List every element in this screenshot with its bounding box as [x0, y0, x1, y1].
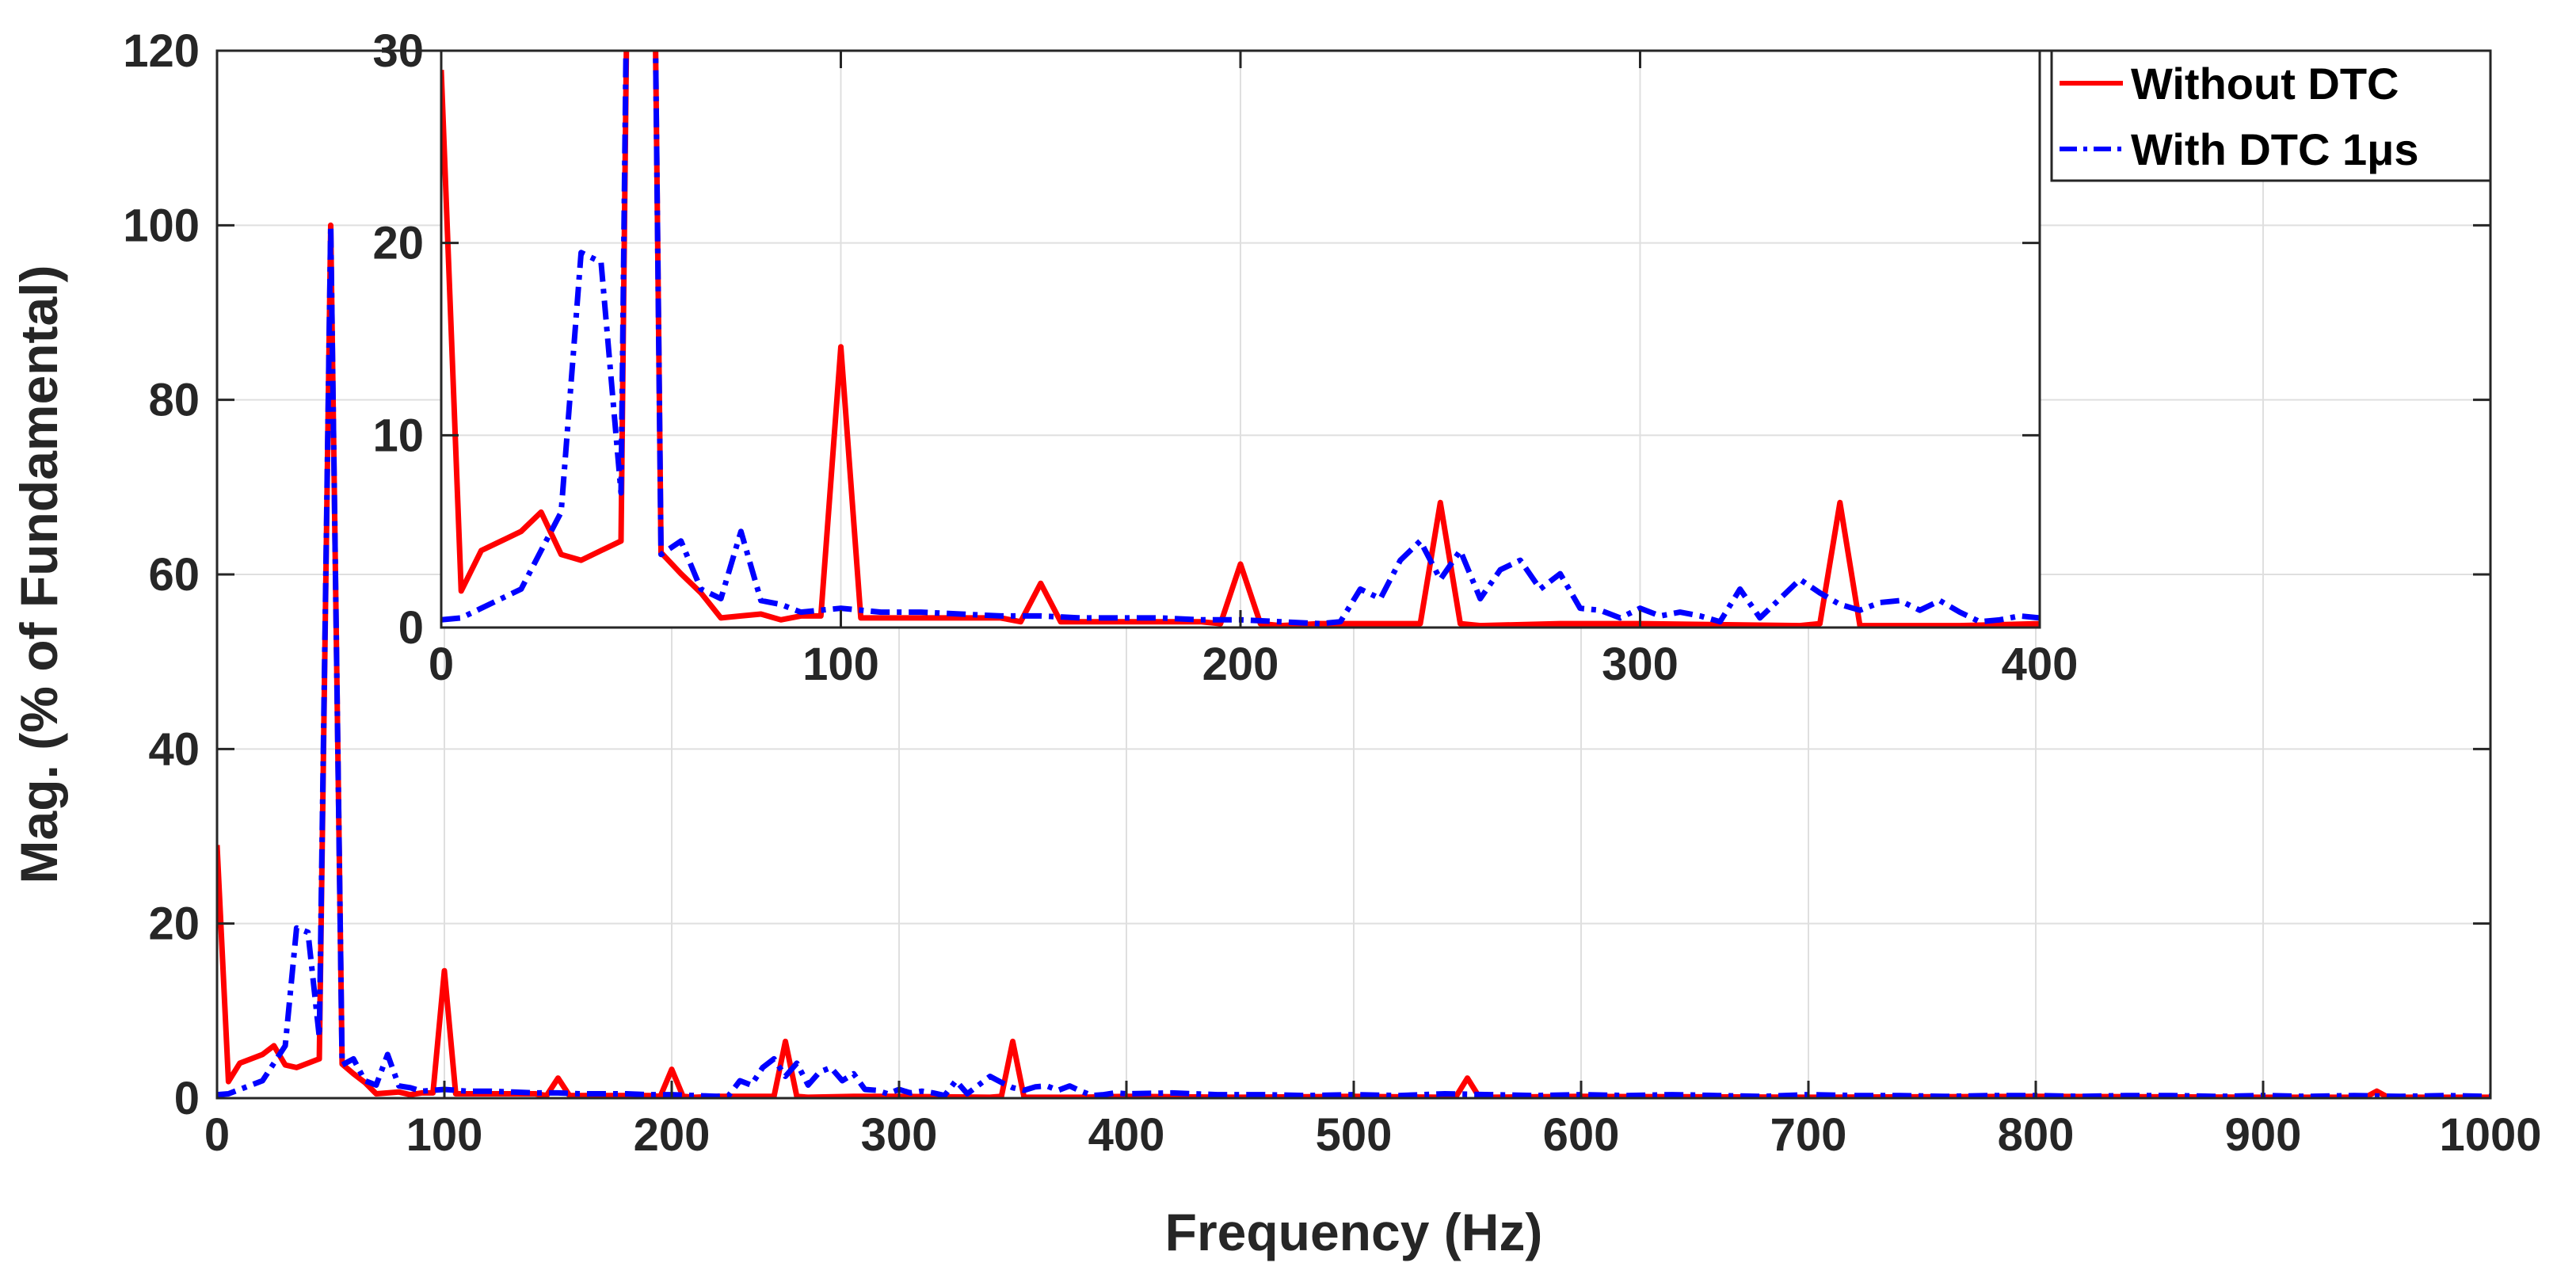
- main-xtick-label: 700: [1770, 1109, 1847, 1161]
- main-xtick-label: 600: [1543, 1109, 1620, 1161]
- main-series-group: [217, 222, 2490, 1098]
- inset-series-group: [441, 51, 2040, 628]
- inset-ytick-label: 0: [398, 602, 424, 654]
- main-xtick-label: 0: [204, 1109, 230, 1161]
- main-ytick-label: 80: [148, 375, 200, 426]
- main-xtick-label: 200: [634, 1109, 711, 1161]
- inset-xtick-label: 300: [1602, 639, 1679, 690]
- main-ytick-label: 60: [148, 549, 200, 601]
- main-ytick-label: 100: [123, 200, 200, 251]
- inset-ytick-label: 30: [372, 25, 424, 77]
- main-xtick-label: 100: [406, 1109, 483, 1161]
- inset-xtick-label: 0: [429, 639, 454, 690]
- main-series-with-dtc: [217, 222, 2490, 1098]
- inset-ytick-label: 10: [372, 410, 424, 461]
- inset-ytick-label: 20: [372, 218, 424, 269]
- inset-series-with-dtc: [441, 51, 2040, 627]
- inset-series-without-dtc: [441, 51, 2040, 628]
- y-axis-title: Mag. (% of Fundamental): [10, 265, 68, 884]
- main-xtick-label: 300: [861, 1109, 938, 1161]
- legend-label-without-dtc: Without DTC: [2131, 59, 2399, 109]
- main-xtick-label: 900: [2225, 1109, 2302, 1161]
- main-xtick-label: 400: [1088, 1109, 1165, 1161]
- x-axis-title: Frequency (Hz): [1165, 1203, 1543, 1261]
- inset-axes: 0 100 200 300 400 0 10 20 30: [372, 25, 2078, 690]
- main-ytick-label: 0: [174, 1073, 200, 1124]
- legend-box: [2050, 49, 2492, 182]
- legend-label-with-dtc: With DTC 1μs: [2131, 124, 2419, 174]
- inset-xtick-label: 100: [802, 639, 879, 690]
- main-ticks: 0 100 200 300 400 500 600 700 800 900 100002040608…: [123, 25, 2541, 1161]
- legend: Without DTC With DTC 1μs: [2050, 49, 2492, 182]
- main-ytick-label: 120: [123, 25, 200, 77]
- inset-xtick-label: 400: [2002, 639, 2079, 690]
- inset-xtick-label: 200: [1202, 639, 1279, 690]
- main-xtick-label: 800: [1998, 1109, 2075, 1161]
- main-ytick-label: 20: [148, 898, 200, 950]
- main-xtick-label: 500: [1316, 1109, 1393, 1161]
- main-ytick-label: 40: [148, 723, 200, 775]
- inset-ticks: 0 100 200 300 400 0 10 20 30: [372, 25, 2078, 690]
- main-xtick-label: 1000: [2439, 1109, 2541, 1161]
